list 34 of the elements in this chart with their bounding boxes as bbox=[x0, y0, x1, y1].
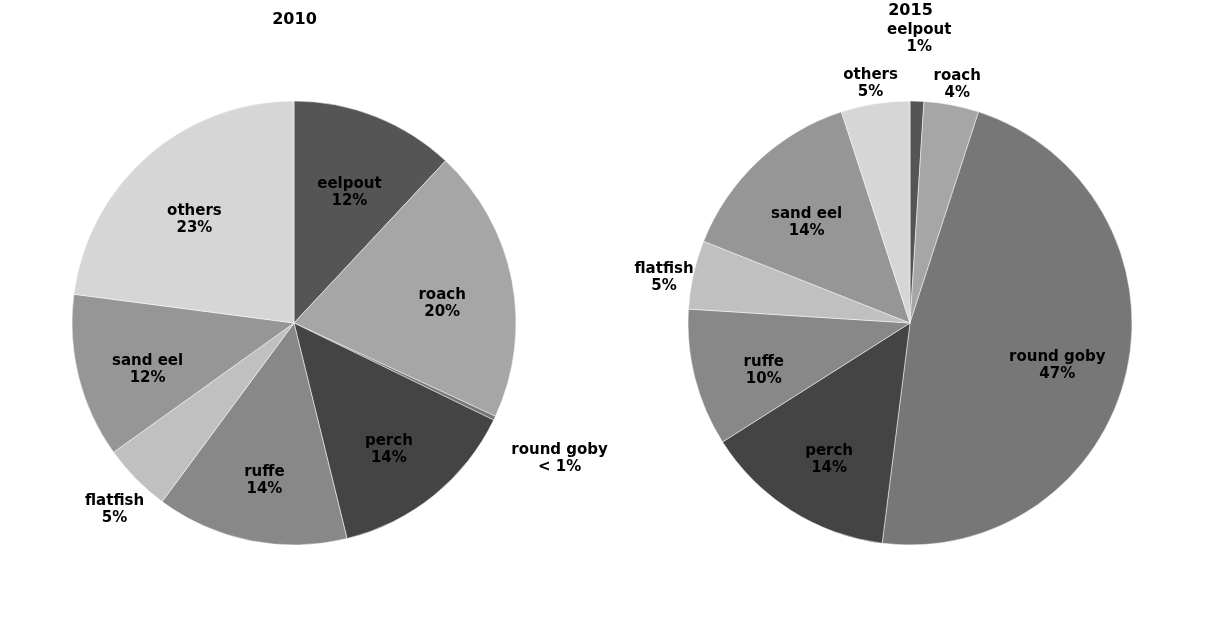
slice-label: ruffe bbox=[743, 351, 784, 370]
data-label: 47% bbox=[1039, 363, 1076, 382]
data-label: 5% bbox=[857, 82, 884, 101]
slice-label: flatfish bbox=[634, 259, 694, 278]
slice-label: others bbox=[843, 65, 898, 84]
chart-title: 2015 bbox=[888, 0, 933, 20]
slice-label: round goby bbox=[1009, 346, 1106, 365]
slice-label: round goby bbox=[511, 440, 609, 459]
slice-label: sand eel bbox=[111, 350, 184, 369]
data-label: < 1% bbox=[537, 457, 582, 476]
slice-label: eelpout bbox=[317, 173, 382, 192]
slice-label: roach bbox=[933, 66, 981, 85]
slice-label: others bbox=[167, 200, 222, 219]
slice-label: eelpout bbox=[887, 20, 952, 39]
data-label: 5% bbox=[101, 507, 128, 526]
data-label: 14% bbox=[246, 479, 283, 498]
data-label: 14% bbox=[370, 448, 407, 467]
data-label: 10% bbox=[745, 368, 782, 387]
data-label: 1% bbox=[906, 37, 932, 56]
data-label: 23% bbox=[176, 217, 213, 236]
chart-title: 2010 bbox=[272, 9, 317, 28]
data-label: 12% bbox=[129, 367, 166, 386]
data-label: 4% bbox=[944, 83, 970, 102]
slice-label: flatfish bbox=[84, 490, 145, 509]
slice-label: sand eel bbox=[771, 203, 843, 222]
data-label: 20% bbox=[424, 302, 461, 321]
slice-label: perch bbox=[805, 441, 854, 460]
slice-label: ruffe bbox=[244, 462, 285, 481]
data-label: 5% bbox=[651, 276, 677, 295]
slice-label: roach bbox=[418, 285, 466, 304]
data-label: 14% bbox=[811, 458, 848, 477]
data-label: 12% bbox=[331, 190, 368, 209]
slice-label: perch bbox=[364, 431, 413, 450]
data-label: 14% bbox=[788, 220, 825, 239]
